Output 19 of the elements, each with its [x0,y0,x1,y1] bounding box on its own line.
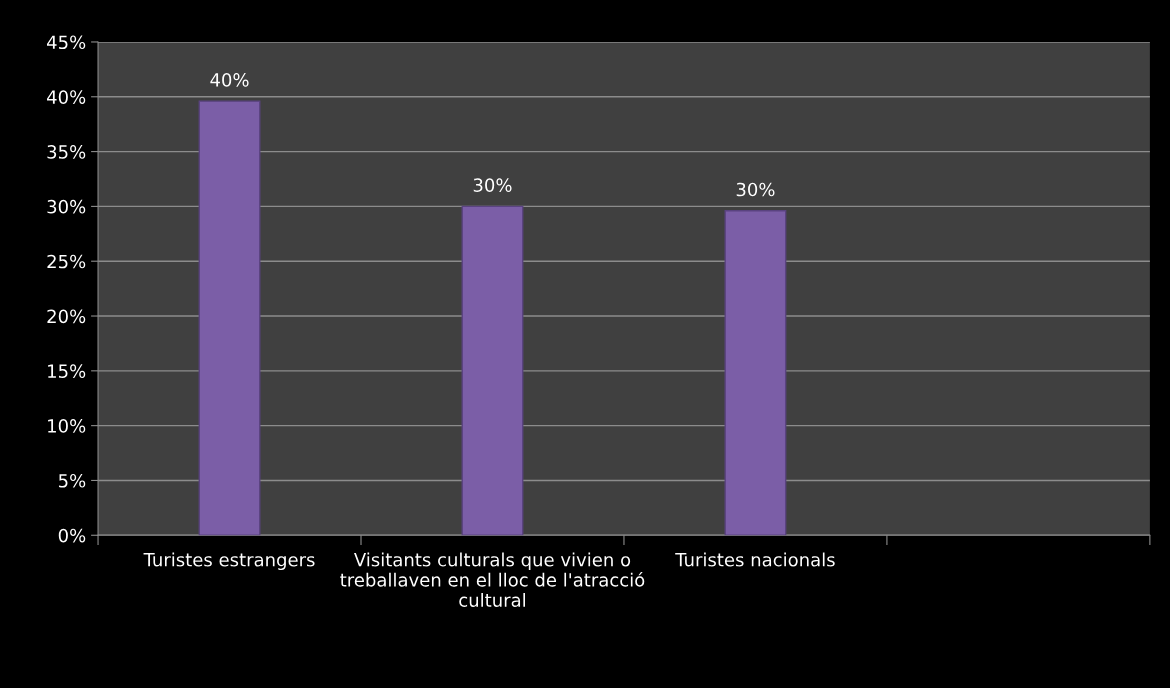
x-tick-label: Turistes nacionals [675,552,835,567]
bar [461,205,524,536]
bar [724,210,787,536]
y-tick-label: 25% [47,254,86,269]
x-tick-label: Visitants culturals que vivien o treballaven en el lloc de l'atracció cultural [340,552,645,607]
y-tick-label: 30% [47,199,86,214]
bar [198,100,261,536]
y-tick-label: 45% [46,35,86,50]
data-label: 40% [210,73,249,87]
y-tick-label: 35% [47,145,86,159]
y-tick-label: 20% [47,309,86,324]
y-tick-label: 10% [48,419,86,433]
y-tick-label: 5% [58,473,86,488]
y-tick-label: 40% [46,90,86,104]
data-label: 30% [473,178,512,192]
y-tick-label: 15% [48,364,86,378]
data-label: 30% [736,182,775,197]
y-tick-label: 0% [58,528,86,543]
x-tick-label: Turistes estrangers [143,552,315,570]
